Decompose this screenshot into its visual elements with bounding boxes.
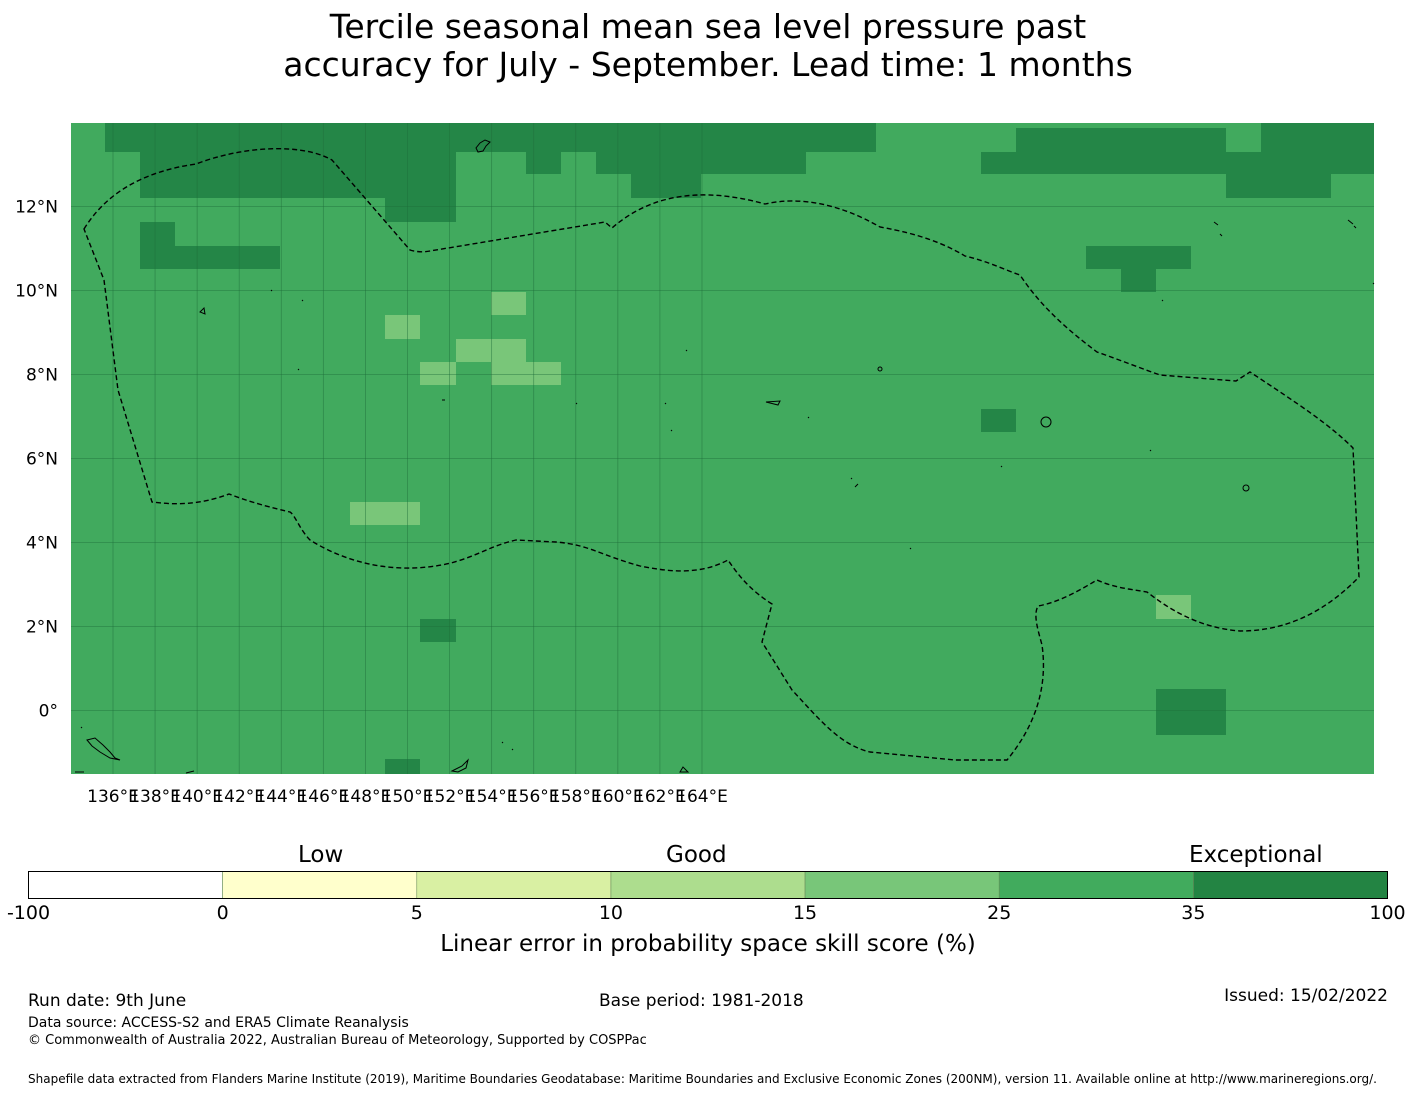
latitude-tick-label: 12°N xyxy=(15,198,58,218)
skill-cell-dark xyxy=(981,152,1374,174)
data-source: Data source: ACCESS-S2 and ERA5 Climate … xyxy=(28,1015,409,1031)
colorbar-segment xyxy=(610,871,806,899)
copyright: © Commonwealth of Australia 2022, Austra… xyxy=(28,1033,647,1048)
skill-cell-dark xyxy=(420,619,456,642)
colorbar-category-good: Good xyxy=(666,842,727,868)
latitude-tick-label: 6°N xyxy=(26,450,58,470)
colorbar-tick-label: 5 xyxy=(410,902,423,924)
longitude-tick-label: 150°E xyxy=(382,787,434,807)
eez-boundary xyxy=(83,147,1360,761)
colorbar-category-exceptional: Exceptional xyxy=(1189,842,1323,868)
colorbar-tick-label: 15 xyxy=(792,902,818,924)
island-palau xyxy=(86,737,121,761)
skill-cell-dark xyxy=(1156,689,1226,735)
island-yap xyxy=(199,306,206,315)
island-new-ireland xyxy=(450,758,469,773)
skill-cell-light xyxy=(456,339,526,362)
colorbar-segment xyxy=(998,871,1194,899)
island-manus xyxy=(679,766,690,773)
latitude-tick-label: 10°N xyxy=(15,282,58,302)
longitude-tick-label: 152°E xyxy=(424,787,476,807)
longitude-tick-label: 162°E xyxy=(634,787,686,807)
latitude-labels: 12°N 10°N 8°N 6°N 4°N 2°N 0° xyxy=(15,198,58,722)
skill-cell-dark xyxy=(140,222,175,246)
skill-score-map: 136°E138°E140°E142°E144°E146°E148°E150°E… xyxy=(15,123,1375,807)
longitude-tick-label: 154°E xyxy=(466,787,518,807)
chart-title-line-1: Tercile seasonal mean sea level pressure… xyxy=(329,7,1087,46)
longitude-tick-label: 156°E xyxy=(508,787,560,807)
colorbar-segment xyxy=(416,871,612,899)
map-background xyxy=(71,123,1374,774)
chart-title-line-2: accuracy for July - September. Lead time… xyxy=(283,45,1133,84)
island-guam xyxy=(475,139,491,153)
island-marshall xyxy=(1213,219,1357,237)
skill-cell-dark xyxy=(140,246,280,269)
skill-cell-dark xyxy=(596,152,806,174)
skill-cell-dark xyxy=(1086,246,1191,269)
skill-cell-dark xyxy=(981,409,1016,432)
skill-cell-dark xyxy=(1226,174,1331,198)
shapefile-credit: Shapefile data extracted from Flanders M… xyxy=(28,1072,1377,1086)
longitude-tick-label: 144°E xyxy=(255,787,307,807)
colorbar-tick-label: 35 xyxy=(1181,902,1206,924)
skill-cell-dark xyxy=(526,152,561,174)
skill-cell-light xyxy=(491,362,561,385)
longitude-tick-label: 140°E xyxy=(171,787,223,807)
colorbar-tick-label: 0 xyxy=(216,902,229,924)
latitude-tick-label: 0° xyxy=(39,702,58,722)
island-s-coast xyxy=(75,770,195,774)
run-date: Run date: 9th June xyxy=(28,991,187,1011)
colorbar-tick-label: -100 xyxy=(6,902,51,924)
skill-cell-dark xyxy=(1261,123,1374,152)
skill-cell-dark xyxy=(385,198,456,222)
colorbar-segment xyxy=(28,871,223,899)
latitude-tick-label: 2°N xyxy=(26,618,58,638)
island-mortlock xyxy=(765,400,781,406)
skill-cell-dark xyxy=(105,123,876,152)
colorbar xyxy=(28,871,1388,899)
colorbar-title: Linear error in probability space skill … xyxy=(440,931,976,957)
island-dots xyxy=(80,282,1375,751)
longitude-tick-label: 148°E xyxy=(340,787,392,807)
colorbar-tick-label: 100 xyxy=(1369,902,1406,924)
colorbar-frame xyxy=(28,871,1388,899)
skill-cell-light xyxy=(350,502,420,525)
colorbar-segment xyxy=(804,871,1000,899)
issued-date: Issued: 15/02/2022 xyxy=(1224,986,1388,1006)
colorbar-segment xyxy=(1193,871,1388,899)
skill-cell-dark xyxy=(385,759,420,774)
skill-cell-light xyxy=(1156,595,1191,619)
island-pohnpei xyxy=(877,366,883,372)
colorbar-category-low: Low xyxy=(298,842,344,868)
skill-cell-dark xyxy=(631,174,701,198)
skill-cell-dark xyxy=(1016,128,1226,152)
longitude-tick-label: 138°E xyxy=(129,787,181,807)
island-kosrae xyxy=(1242,484,1250,492)
colorbar-tick-label: 25 xyxy=(987,902,1012,924)
skill-cell-light xyxy=(491,292,526,315)
islands xyxy=(75,139,1375,774)
skill-cell-light xyxy=(385,315,420,339)
base-period: Base period: 1981-2018 xyxy=(599,991,804,1011)
skill-cell-dark xyxy=(140,152,456,198)
longitude-tick-label: 164°E xyxy=(676,787,728,807)
colorbar-segment xyxy=(222,871,418,899)
island-chuuk xyxy=(1040,416,1052,428)
longitude-tick-label: 158°E xyxy=(550,787,602,807)
longitude-tick-label: 136°E xyxy=(87,787,139,807)
longitude-tick-label: 160°E xyxy=(592,787,644,807)
longitude-tick-label: 142°E xyxy=(213,787,265,807)
skill-cell-light xyxy=(420,362,456,385)
colorbar-tick-label: 10 xyxy=(598,902,624,924)
longitude-tick-label: 146°E xyxy=(297,787,349,807)
map-gridlines xyxy=(71,123,1374,774)
latitude-tick-label: 8°N xyxy=(26,366,58,386)
skill-cell-dark xyxy=(1121,269,1156,292)
latitude-tick-label: 4°N xyxy=(26,534,58,554)
longitude-labels: 136°E138°E140°E142°E144°E146°E148°E150°E… xyxy=(87,787,728,807)
